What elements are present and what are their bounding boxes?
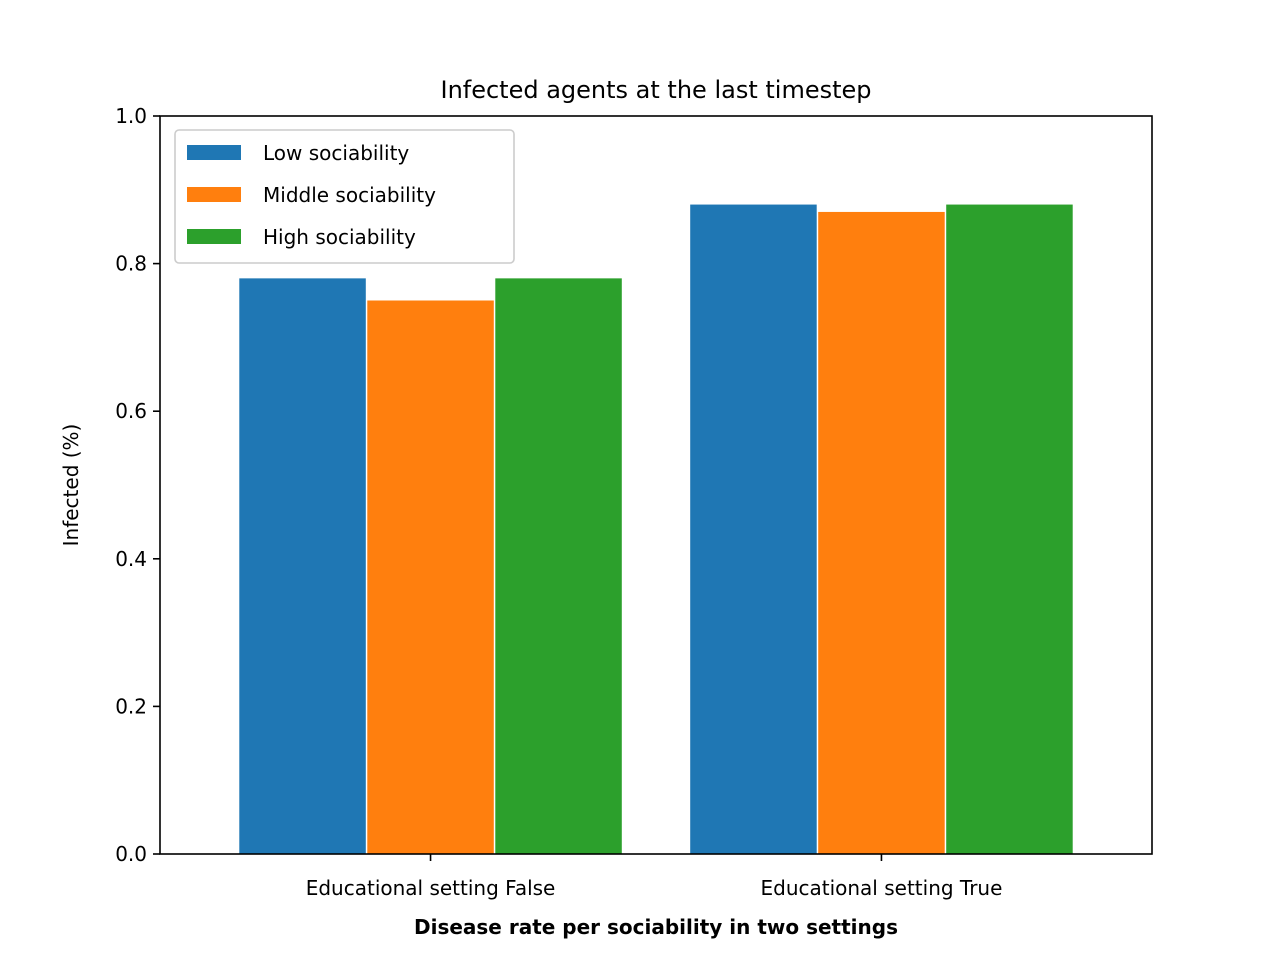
y-tick-label: 0.0 xyxy=(115,842,147,866)
y-tick-label: 1.0 xyxy=(115,104,147,128)
plot-frame xyxy=(159,115,1153,855)
legend-label: High sociability xyxy=(263,225,416,249)
legend-label: Middle sociability xyxy=(263,183,436,207)
bar-high-sociability-1 xyxy=(946,204,1073,854)
legend-swatch xyxy=(187,187,241,202)
y-tick-label: 0.4 xyxy=(115,547,147,571)
x-tick-label: Educational setting True xyxy=(760,876,1002,900)
legend-swatch xyxy=(187,145,241,160)
x-axis-label: Disease rate per sociability in two sett… xyxy=(414,915,898,939)
legend-label: Low sociability xyxy=(263,141,409,165)
bar-low-sociability-0 xyxy=(239,278,366,854)
chart-title: Infected agents at the last timestep xyxy=(440,76,871,104)
x-tick-label: Educational setting False xyxy=(306,876,556,900)
bar-low-sociability-1 xyxy=(690,204,817,854)
bar-middle-sociability-1 xyxy=(818,211,945,854)
legend: Low sociability Middle sociability High so… xyxy=(174,129,515,264)
y-tick-label: 0.6 xyxy=(115,399,147,423)
bars-group xyxy=(239,204,1073,854)
y-axis-label: Infected (%) xyxy=(59,424,83,547)
legend-box xyxy=(174,129,515,264)
y-tick-label: 0.2 xyxy=(115,694,147,718)
bar-high-sociability-0 xyxy=(495,278,622,854)
bar-middle-sociability-0 xyxy=(367,300,494,854)
y-tick-label: 0.8 xyxy=(115,252,147,276)
axes-group: 0.0 0.2 0.4 0.6 0.8 1.0 Educational setting Fa… xyxy=(115,104,1153,900)
legend-swatch xyxy=(187,229,241,244)
